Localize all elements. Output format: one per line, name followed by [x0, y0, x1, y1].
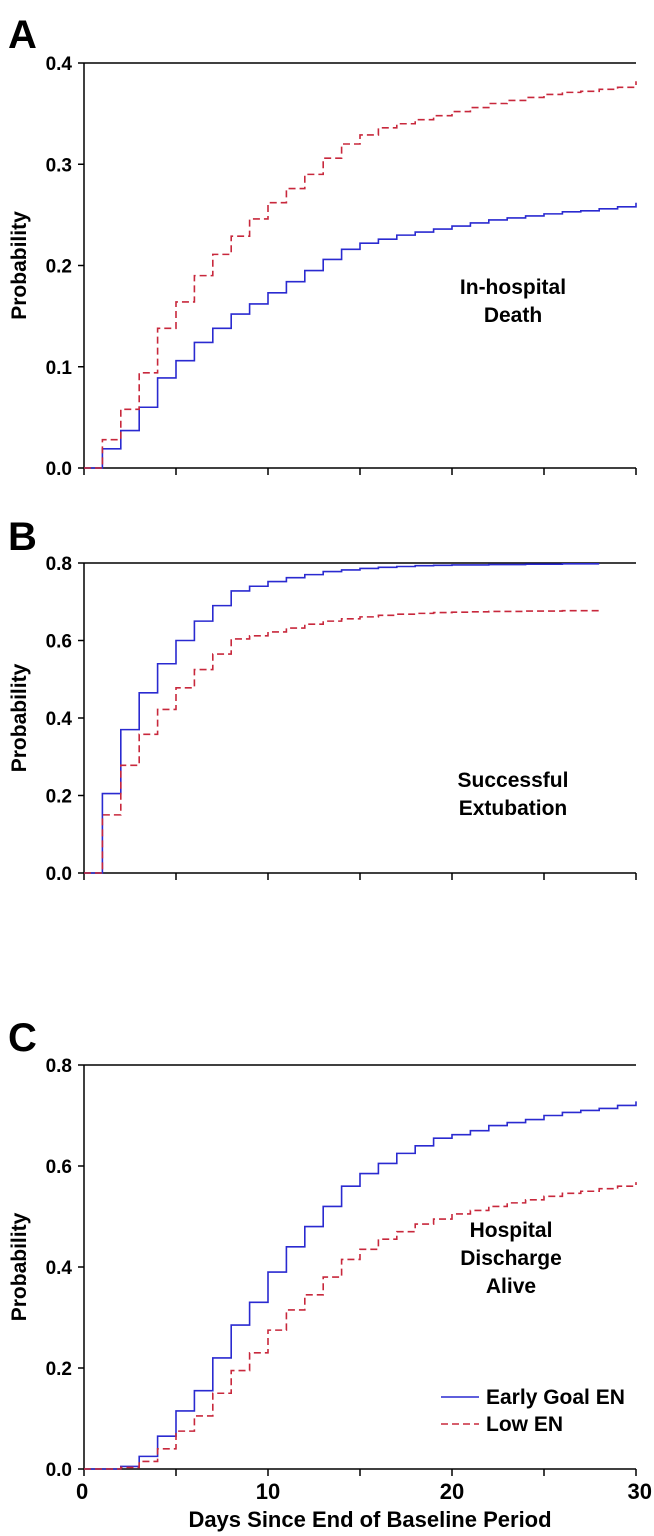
legend: Early Goal EN Low EN: [441, 1386, 625, 1436]
series-early-goal-en: [84, 1101, 637, 1470]
panel-a: A Probability 0.0 0.1 0.2 0.3 0.4 In-hospital De…: [8, 13, 637, 480]
y-tick-label: 0.4: [46, 709, 73, 730]
y-tick-label: 0.8: [46, 1056, 72, 1077]
y-axis-label: Probability: [8, 211, 31, 320]
x-axis-label: Days Since End of Baseline Period: [188, 1507, 551, 1532]
legend-label-early: Early Goal EN: [486, 1386, 625, 1409]
legend-label-low: Low EN: [486, 1413, 563, 1436]
y-tick-label: 0.0: [46, 864, 72, 885]
x-tick-label: 20: [440, 1479, 464, 1504]
annotation-text: Alive: [486, 1275, 536, 1298]
panel-c: C Probability 0.0 0.2 0.4 0.6 0.8 Hospital Disch…: [8, 1016, 637, 1481]
annotation-text: Hospital: [470, 1219, 553, 1242]
x-tick-label: 10: [256, 1479, 280, 1504]
annotation-text: In-hospital: [460, 276, 566, 299]
x-tick-label: 30: [628, 1479, 652, 1504]
y-tick-label: 0.1: [46, 358, 73, 379]
y-tick-label: 0.4: [46, 54, 73, 75]
panel-letter: C: [8, 1016, 37, 1060]
x-tick-label: 0: [76, 1479, 88, 1504]
y-tick-label: 0.4: [46, 1258, 73, 1279]
y-tick-label: 0.0: [46, 459, 72, 480]
y-tick-label: 0.6: [46, 632, 72, 653]
y-axis-label: Probability: [8, 663, 31, 772]
y-tick-label: 0.6: [46, 1157, 72, 1178]
y-tick-label: 0.0: [46, 1460, 72, 1481]
annotation-text: Discharge: [460, 1247, 562, 1270]
panel-letter: B: [8, 515, 37, 559]
series-low-en: [84, 609, 600, 874]
annotation-text: Successful: [458, 769, 569, 792]
panel-letter: A: [8, 13, 37, 57]
y-tick-label: 0.2: [46, 1359, 72, 1380]
panel-b: B Probability 0.0 0.2 0.4 0.6 0.8 Successful Ext…: [8, 515, 637, 885]
y-tick-label: 0.2: [46, 787, 72, 808]
series-low-en: [84, 81, 637, 469]
series-early-goal-en: [84, 202, 637, 469]
annotation-text: Death: [484, 304, 542, 327]
annotation-text: Extubation: [459, 797, 568, 820]
y-tick-label: 0.3: [46, 155, 72, 176]
series-early-goal-en: [84, 562, 600, 874]
y-axis-label: Probability: [8, 1212, 31, 1321]
y-tick-label: 0.8: [46, 554, 72, 575]
y-tick-label: 0.2: [46, 257, 72, 278]
series-low-en: [84, 1182, 637, 1470]
